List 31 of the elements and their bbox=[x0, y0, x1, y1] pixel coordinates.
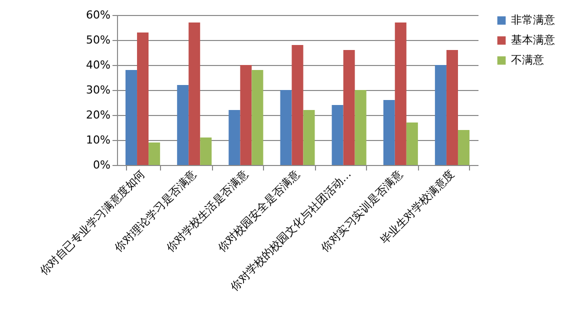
bar bbox=[434, 65, 446, 165]
y-tick-label: 50% bbox=[86, 34, 110, 46]
bar bbox=[148, 142, 160, 165]
legend-label: 基本满意 bbox=[511, 34, 555, 46]
bar bbox=[292, 45, 304, 165]
bar bbox=[126, 70, 138, 165]
y-tick-label: 10% bbox=[86, 134, 110, 146]
bar bbox=[252, 70, 264, 165]
y-tick-label: 30% bbox=[86, 84, 110, 96]
y-tick-label: 60% bbox=[86, 8, 110, 22]
bar bbox=[354, 90, 366, 165]
bar bbox=[303, 110, 315, 165]
legend-label: 非常满意 bbox=[511, 14, 555, 26]
bar bbox=[188, 22, 200, 165]
bar bbox=[228, 110, 240, 165]
bar bbox=[200, 138, 212, 165]
bar bbox=[394, 22, 406, 165]
bar bbox=[446, 50, 458, 165]
y-tick-label: 40% bbox=[86, 58, 110, 72]
y-tick-label: 20% bbox=[86, 108, 110, 122]
bar bbox=[240, 65, 252, 165]
bar bbox=[343, 50, 355, 165]
legend-label: 不满意 bbox=[511, 54, 544, 66]
bar bbox=[383, 100, 395, 165]
bar bbox=[406, 122, 418, 165]
bar bbox=[137, 32, 149, 165]
bar bbox=[280, 90, 292, 165]
bar bbox=[177, 85, 189, 165]
y-tick-label: 0% bbox=[93, 158, 110, 172]
bar bbox=[332, 105, 344, 165]
bar bbox=[458, 130, 470, 165]
